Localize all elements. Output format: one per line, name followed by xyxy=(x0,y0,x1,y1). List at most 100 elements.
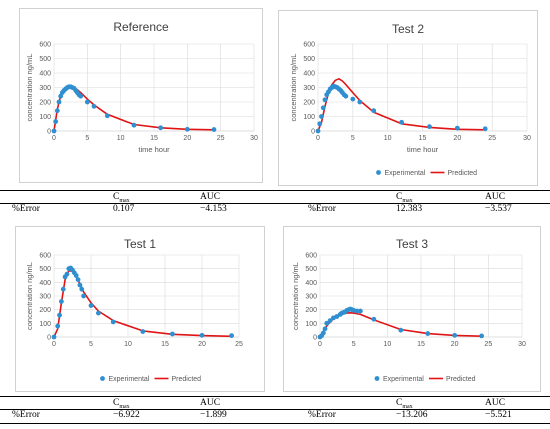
experimental-point xyxy=(79,286,85,292)
experimental-point xyxy=(81,293,86,299)
y-tick-label: 600 xyxy=(303,42,315,49)
chart-title: Test 3 xyxy=(395,237,428,251)
experimental-point xyxy=(75,277,81,282)
y-tick-label: 600 xyxy=(39,42,51,49)
cmax-header-right: Cmax xyxy=(396,192,413,204)
experimental-point xyxy=(399,119,404,125)
experimental-point xyxy=(398,327,404,333)
x-tick-label: 20 xyxy=(183,135,191,142)
experimental-point xyxy=(320,330,326,336)
x-tick-label: 25 xyxy=(484,341,492,348)
experimental-point xyxy=(73,273,79,278)
legend-label-experimental: Experimental xyxy=(385,170,426,177)
y-tick-label: 500 xyxy=(39,266,51,273)
experimental-point xyxy=(104,113,110,119)
experimental-point xyxy=(482,126,488,132)
experimental-point xyxy=(229,333,235,339)
experimental-point xyxy=(354,308,360,314)
table-rule-mid xyxy=(0,203,550,204)
experimental-point xyxy=(319,114,324,119)
y-tick-label: 400 xyxy=(39,280,51,287)
auc-header-left: AUC xyxy=(200,192,221,202)
experimental-point xyxy=(479,333,484,339)
experimental-point xyxy=(322,97,328,103)
cmax-header-right: Cmax xyxy=(396,398,413,410)
experimental-point xyxy=(184,126,190,132)
experimental-point xyxy=(322,326,328,332)
x-tick-label: 20 xyxy=(451,341,459,348)
y-tick-label: 100 xyxy=(39,114,51,121)
legend-marker-experimental xyxy=(100,376,105,381)
cmax-header-left: Cmax xyxy=(113,398,130,410)
x-axis-label: time hour xyxy=(138,145,170,154)
experimental-point xyxy=(51,334,57,340)
experimental-point xyxy=(84,99,90,105)
x-tick-label: 30 xyxy=(523,135,531,142)
x-tick-label: 20 xyxy=(198,341,206,348)
x-tick-label: 5 xyxy=(89,341,93,348)
x-tick-label: 15 xyxy=(150,135,158,142)
legend-label-predicted: Predicted xyxy=(448,170,478,177)
experimental-point xyxy=(64,271,70,277)
y-tick-label: 500 xyxy=(305,266,317,273)
x-tick-label: 5 xyxy=(352,341,356,348)
experimental-point xyxy=(60,286,66,292)
experimental-point xyxy=(371,316,377,322)
x-tick-label: 0 xyxy=(316,135,320,142)
experimental-point xyxy=(343,93,349,99)
table-rule-bottom xyxy=(0,423,550,424)
y-tick-label: 300 xyxy=(303,85,315,92)
chart-title: Test 1 xyxy=(123,237,156,251)
x-tick-label: 15 xyxy=(161,341,169,348)
y-axis-label: concentration ng/mL xyxy=(25,262,34,330)
experimental-point xyxy=(110,319,116,325)
error-label-left: %Error xyxy=(12,410,40,420)
experimental-point xyxy=(58,93,64,99)
chart-panel-test-3: Test 3 xyxy=(283,226,541,392)
experimental-point xyxy=(320,105,326,111)
cmax-subscript: max xyxy=(119,403,130,410)
experimental-point xyxy=(211,127,217,132)
x-tick-label: 25 xyxy=(235,341,243,348)
x-tick-label: 0 xyxy=(52,341,56,348)
experimental-point xyxy=(158,125,164,131)
x-tick-label: 10 xyxy=(117,135,125,142)
x-tick-label: 30 xyxy=(518,341,526,348)
x-tick-label: 0 xyxy=(52,135,56,142)
cmax-subscript: max xyxy=(402,197,413,204)
x-tick-label: 10 xyxy=(124,341,132,348)
error-table-top: Cmax AUC Cmax AUC %Error 0.107 −4.153 %E… xyxy=(0,190,550,216)
experimental-point xyxy=(452,332,458,338)
y-tick-label: 100 xyxy=(303,114,315,121)
error-table-bottom: Cmax AUC Cmax AUC %Error −6.922 −1.899 %… xyxy=(0,396,550,424)
y-tick-label: 200 xyxy=(303,100,315,107)
experimental-point xyxy=(350,96,356,102)
chart-title: Reference xyxy=(113,20,169,34)
error-label-right: %Error xyxy=(308,410,336,420)
y-tick-label: 100 xyxy=(39,321,51,328)
experimental-point xyxy=(51,128,57,134)
cmax-error-right: 12.383 xyxy=(396,204,423,214)
x-tick-label: 5 xyxy=(85,135,89,142)
experimental-point xyxy=(77,282,83,288)
table-rule-top xyxy=(0,396,550,397)
y-tick-label: 500 xyxy=(39,56,51,63)
x-tick-label: 30 xyxy=(250,135,258,142)
cmax-error-right: −13.206 xyxy=(396,410,428,420)
y-tick-label: 300 xyxy=(305,294,317,301)
experimental-point xyxy=(454,125,460,131)
experimental-point xyxy=(425,331,431,336)
y-axis-label: concentration ng/mL xyxy=(289,54,298,122)
cmax-error-left: 0.107 xyxy=(113,204,135,214)
auc-header-right: AUC xyxy=(485,398,506,408)
legend-marker-experimental xyxy=(374,376,380,381)
experimental-point xyxy=(427,124,432,130)
x-tick-label: 5 xyxy=(351,135,355,142)
y-tick-label: 400 xyxy=(303,71,315,78)
auc-error-left: −1.899 xyxy=(200,410,227,420)
cmax-subscript: max xyxy=(119,197,130,204)
legend-marker-experimental xyxy=(376,170,381,175)
table-rule-top xyxy=(0,190,550,191)
experimental-point xyxy=(78,93,84,99)
